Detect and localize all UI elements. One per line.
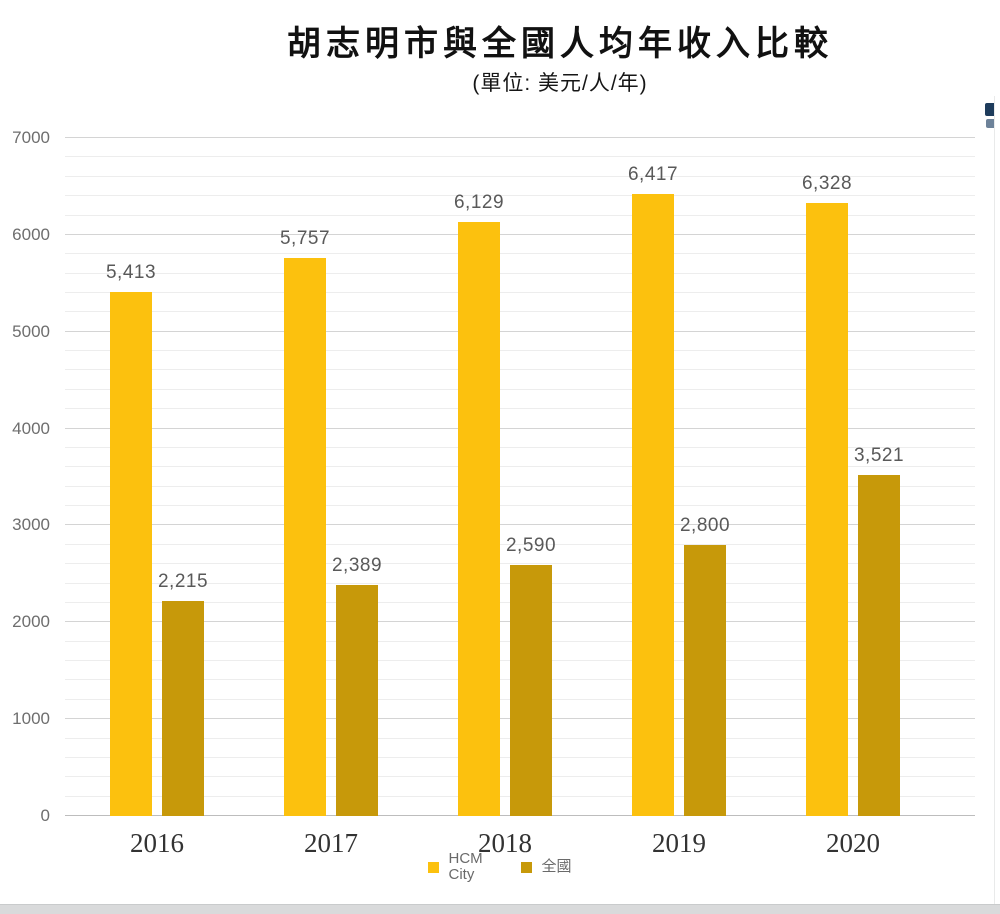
x-axis-label: 2018 [478, 828, 532, 858]
minor-gridline [65, 156, 975, 158]
y-tick-label: 0 [40, 806, 50, 825]
y-tick-label: 7000 [12, 128, 50, 147]
bar-group-2017: 5,757 2,389 2017 [280, 138, 382, 858]
major-gridline [65, 524, 975, 526]
minor-gridline [65, 388, 975, 390]
bar-value-label: 3,521 [853, 444, 905, 466]
bar-national [684, 544, 726, 816]
bar-value-label: 6,417 [627, 164, 679, 186]
bar-hcm-city [458, 222, 500, 816]
bar-national [858, 474, 900, 816]
y-tick-label: 3000 [12, 515, 50, 535]
x-axis-label: 2016 [130, 828, 184, 858]
legend-label-national: 全國 [541, 858, 572, 875]
minor-gridline [65, 369, 975, 371]
major-gridline [65, 330, 975, 332]
bar-value-label: 6,129 [453, 192, 505, 214]
y-axis-labels: 0 1000 2000 3000 4000 5000 6000 7000 [0, 128, 50, 825]
bar-group-2016: 5,413 2,215 2016 [106, 138, 208, 858]
minor-gridline [65, 485, 975, 487]
y-tick-label: 1000 [12, 709, 50, 729]
bar-hcm-city [284, 258, 326, 816]
chart-subtitle: (單位: 美元/人/年) [472, 72, 648, 95]
bar-hcm-city [632, 194, 674, 816]
major-gridline [65, 233, 975, 235]
minor-gridline [65, 175, 975, 177]
bar-group-2019: 6,417 2,800 2019 [628, 138, 730, 858]
bar-national [162, 601, 204, 816]
bar-value-label: 6,328 [801, 173, 853, 195]
minor-gridline [65, 563, 975, 565]
chart-legend: HCM City 全國 [0, 851, 1000, 883]
national-swatch-icon [521, 861, 533, 873]
clipped-toolbar-icon-top [985, 103, 994, 116]
minor-gridline [65, 350, 975, 352]
bar-national [510, 565, 552, 816]
bar-value-label: 2,800 [679, 514, 731, 536]
title-block: 胡志明市與全國人均年收入比較 (單位: 美元/人/年) [120, 22, 1000, 97]
minor-gridline [65, 214, 975, 216]
major-gridline [65, 427, 975, 429]
y-tick-label: 2000 [12, 612, 50, 632]
legend-label-hcm-city: HCM City [448, 850, 483, 883]
x-axis-label: 2017 [304, 828, 358, 858]
bar-value-label: 5,757 [279, 228, 331, 250]
minor-gridline [65, 466, 975, 468]
bar-hcm-city [110, 291, 152, 816]
window-bottom-edge [0, 904, 1000, 914]
clipped-toolbar-icon[interactable] [985, 103, 994, 129]
bar-value-label: 5,413 [105, 261, 157, 283]
minor-gridline [65, 291, 975, 293]
bar-hcm-city [806, 203, 848, 816]
x-axis-label: 2020 [826, 828, 880, 858]
plot-area: 5,413 2,215 2016 5,757 2,389 2017 6,129 2,590 20… [65, 137, 975, 858]
bar-value-label: 2,389 [331, 554, 383, 576]
bar-value-label: 2,590 [505, 535, 557, 557]
minor-gridline [65, 253, 975, 255]
major-gridline [65, 137, 975, 138]
minor-gridline [65, 543, 975, 545]
bar-group-2018: 6,129 2,590 2018 [454, 138, 556, 858]
bar-value-label: 2,215 [157, 571, 209, 593]
legend-item-hcm-city: HCM City [428, 851, 486, 883]
y-tick-label: 6000 [12, 224, 50, 244]
legend-item-national: 全國 [521, 858, 572, 875]
minor-gridline [65, 505, 975, 507]
minor-gridline [65, 311, 975, 313]
minor-gridline [65, 195, 975, 197]
y-tick-label: 4000 [12, 418, 50, 438]
clipped-toolbar-icon-bottom [986, 119, 994, 128]
bar-national [336, 584, 378, 816]
bar-group-2020: 6,328 3,521 2020 [802, 138, 904, 858]
minor-gridline [65, 408, 975, 410]
minor-gridline [65, 272, 975, 274]
chart-title: 胡志明市與全國人均年收入比較 [287, 25, 833, 63]
window-right-edge [994, 96, 995, 904]
hcm-city-swatch-icon [428, 861, 440, 873]
x-axis-label: 2019 [652, 828, 706, 858]
minor-gridline [65, 446, 975, 448]
y-tick-label: 5000 [12, 321, 50, 341]
